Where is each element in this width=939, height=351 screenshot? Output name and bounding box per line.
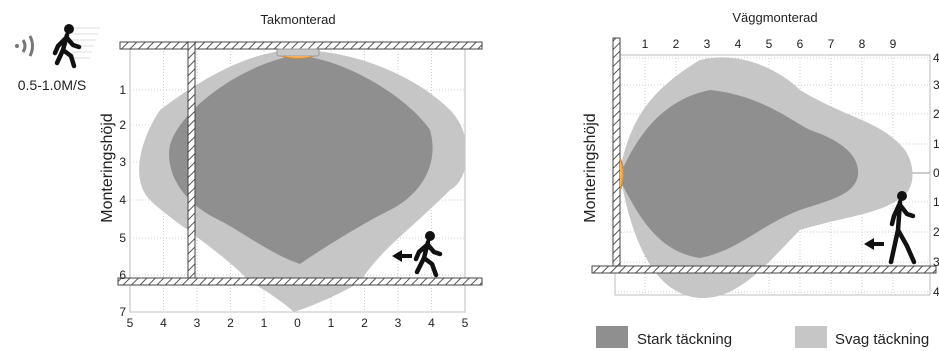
legend: Stark täckning Svag täckning bbox=[596, 326, 929, 348]
x-tick-label: 8 bbox=[859, 37, 866, 51]
side-wall bbox=[187, 41, 196, 279]
x-tick-label: 2 bbox=[361, 316, 368, 330]
wall-y-ticks: 4 3 2 1 0 1 2 3 4 bbox=[933, 51, 939, 299]
x-tick-label: 4 bbox=[735, 37, 742, 51]
y-tick-label: 1 bbox=[933, 137, 939, 151]
motion-wave-icon bbox=[15, 35, 34, 57]
x-tick-label: 5 bbox=[462, 316, 469, 330]
x-tick-label: 4 bbox=[160, 316, 167, 330]
x-tick-label: 7 bbox=[828, 37, 835, 51]
x-tick-label: 1 bbox=[261, 316, 268, 330]
x-tick-label: 5 bbox=[127, 316, 134, 330]
y-tick-label: 1 bbox=[933, 195, 939, 209]
y-tick-label: 5 bbox=[119, 231, 126, 245]
x-tick-label: 9 bbox=[890, 37, 897, 51]
walking-person-icon bbox=[888, 191, 917, 265]
y-tick-label: 4 bbox=[119, 193, 126, 207]
wall-title: Väggmonterad bbox=[732, 10, 817, 25]
wall-x-ticks: 1 2 3 4 5 6 7 8 9 bbox=[642, 37, 897, 51]
ceiling-sensor-icon bbox=[276, 48, 320, 59]
y-tick-label: 1 bbox=[119, 83, 126, 97]
x-tick-label: 3 bbox=[395, 316, 402, 330]
x-tick-label: 6 bbox=[797, 37, 804, 51]
y-tick-label: 7 bbox=[119, 305, 126, 319]
mounting-wall bbox=[612, 37, 621, 271]
walking-person-icon bbox=[413, 231, 443, 278]
y-tick-label: 2 bbox=[933, 225, 939, 239]
y-tick-label: 4 bbox=[933, 51, 939, 65]
ceiling-slab bbox=[119, 41, 483, 50]
left-arrow-icon bbox=[864, 238, 884, 250]
legend-weak-swatch bbox=[795, 326, 827, 348]
y-tick-label: 2 bbox=[933, 107, 939, 121]
y-tick-label: 3 bbox=[933, 255, 939, 269]
wall-axis-label: Monteringshöjd bbox=[582, 113, 599, 222]
legend-strong-label: Stark täckning bbox=[637, 331, 732, 348]
left-arrow-icon bbox=[392, 250, 412, 262]
ceiling-strong-coverage bbox=[169, 55, 433, 264]
ceiling-axis-label: Monteringshöjd bbox=[99, 113, 116, 222]
floor-slab bbox=[117, 277, 483, 286]
x-tick-label: 1 bbox=[328, 316, 335, 330]
wall-strong-coverage bbox=[620, 90, 859, 258]
walking-person-icon bbox=[52, 24, 100, 69]
legend-strong-swatch bbox=[596, 326, 628, 348]
x-tick-label: 2 bbox=[673, 37, 680, 51]
ceiling-x-ticks: 5 4 3 2 1 0 1 2 3 4 5 bbox=[127, 316, 469, 330]
y-tick-label: 3 bbox=[933, 78, 939, 92]
wall-panel: Väggmonterad Monteringshöjd 1 2 3 4 5 6 7 8 9 4 3… bbox=[582, 10, 939, 299]
y-tick-label: 2 bbox=[119, 118, 126, 132]
x-tick-label: 5 bbox=[766, 37, 773, 51]
speed-indicator: 0.5-1.0M/S bbox=[15, 24, 100, 93]
ceiling-y-ticks: 1 2 3 4 5 6 7 bbox=[119, 83, 126, 319]
wall-floor-slab bbox=[591, 265, 937, 274]
x-tick-label: 1 bbox=[642, 37, 649, 51]
x-tick-label: 3 bbox=[704, 37, 711, 51]
x-tick-label: 3 bbox=[194, 316, 201, 330]
speed-label: 0.5-1.0M/S bbox=[18, 77, 86, 93]
wall-sensor-icon bbox=[619, 157, 625, 191]
y-tick-label: 3 bbox=[119, 155, 126, 169]
ceiling-title: Takmonterad bbox=[260, 12, 335, 27]
x-tick-label: 0 bbox=[294, 316, 301, 330]
y-tick-label: 4 bbox=[933, 285, 939, 299]
legend-weak-label: Svag täckning bbox=[835, 331, 929, 348]
y-tick-label: 0 bbox=[933, 166, 939, 180]
y-tick-label: 6 bbox=[119, 268, 126, 282]
x-tick-label: 4 bbox=[428, 316, 435, 330]
x-tick-label: 2 bbox=[227, 316, 234, 330]
